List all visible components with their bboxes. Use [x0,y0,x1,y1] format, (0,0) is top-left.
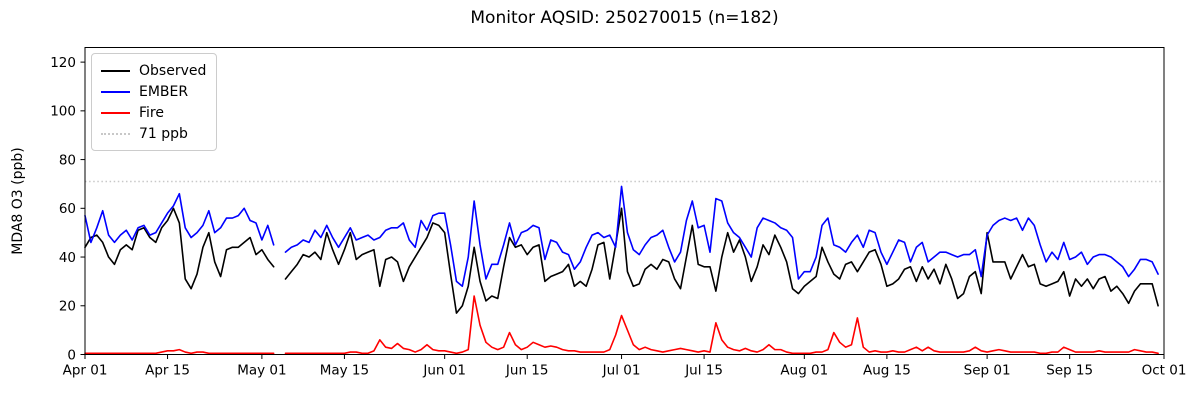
svg-text:Aug 01: Aug 01 [780,363,828,379]
fire-line-swatch-icon [101,111,130,114]
svg-text:May 15: May 15 [320,363,369,379]
svg-text:Jul 01: Jul 01 [602,363,641,379]
svg-text:Jun 15: Jun 15 [505,363,549,379]
svg-text:40: 40 [59,250,76,266]
svg-text:100: 100 [50,104,76,120]
svg-text:60: 60 [59,201,76,217]
legend-item-fire: Fire [101,102,206,123]
legend-item-ember: EMBER [101,81,206,102]
svg-text:Jun 01: Jun 01 [422,363,466,379]
ember-line-swatch-icon [101,90,130,93]
svg-text:20: 20 [59,299,76,315]
svg-text:Sep 15: Sep 15 [1046,363,1093,379]
svg-text:Sep 01: Sep 01 [964,363,1011,379]
legend: Observed EMBER Fire 71 ppb [91,53,218,151]
svg-text:May 01: May 01 [237,363,286,379]
svg-text:0: 0 [67,347,76,363]
svg-text:Aug 15: Aug 15 [863,363,911,379]
svg-text:120: 120 [50,55,76,71]
legend-label: EMBER [139,83,189,100]
legend-item-threshold: 71 ppb [101,123,206,144]
svg-text:Oct 01: Oct 01 [1142,363,1187,379]
svg-text:Apr 15: Apr 15 [145,363,190,379]
threshold-line-swatch-icon [101,132,130,135]
svg-text:Apr 01: Apr 01 [63,363,108,379]
observed-line-swatch-icon [101,69,130,72]
legend-label: Observed [139,62,207,79]
legend-item-observed: Observed [101,60,206,81]
legend-label: 71 ppb [139,125,188,142]
svg-text:Jul 15: Jul 15 [684,363,723,379]
chart-title: Monitor AQSID: 250270015 (n=182) [470,8,779,28]
svg-text:80: 80 [59,152,76,168]
legend-label: Fire [139,104,164,121]
